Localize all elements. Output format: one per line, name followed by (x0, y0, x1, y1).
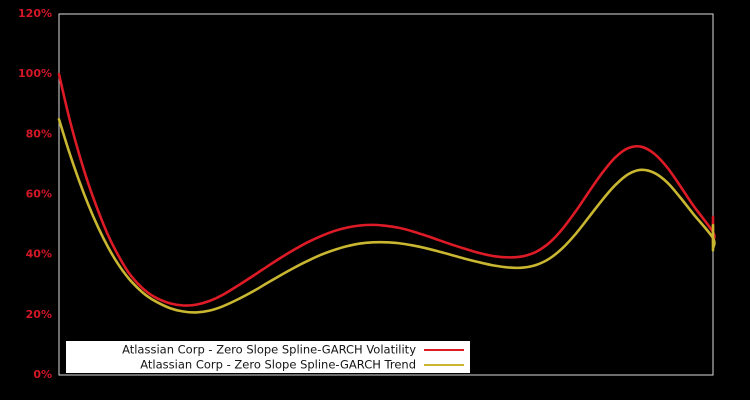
y-axis-tick-label: 80% (26, 127, 52, 140)
y-axis-tick-labels: 0% 20% 40% 60% 80% 100% 120% (18, 7, 52, 381)
legend-item-label: Atlassian Corp - Zero Slope Spline-GARCH… (122, 343, 416, 357)
legend-item-label: Atlassian Corp - Zero Slope Spline-GARCH… (140, 358, 416, 372)
y-axis-tick-label: 120% (18, 7, 52, 20)
series-line-trend (57, 117, 716, 314)
y-axis-tick-label: 40% (26, 248, 52, 261)
y-axis-tick-label: 0% (33, 368, 52, 381)
series-group (57, 72, 716, 314)
legend[interactable]: Atlassian Corp - Zero Slope Spline-GARCH… (66, 341, 470, 373)
plot-area-frame (58, 13, 714, 376)
legend-background (66, 341, 470, 373)
y-axis-tick-label: 100% (18, 67, 52, 80)
y-axis-tick-label: 60% (26, 188, 52, 201)
y-axis-tick-label: 20% (26, 308, 52, 321)
series-line-volatility (57, 72, 716, 307)
